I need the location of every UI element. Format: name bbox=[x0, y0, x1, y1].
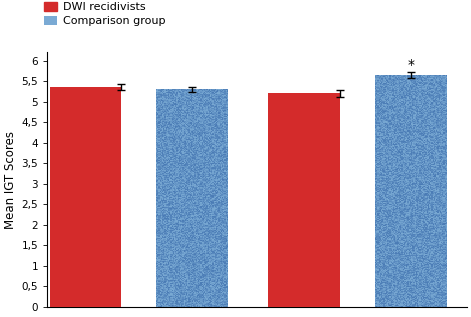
Text: *: * bbox=[407, 58, 414, 72]
Legend: DWI recidivists, Comparison group: DWI recidivists, Comparison group bbox=[44, 2, 165, 26]
Y-axis label: Mean IGT Scores: Mean IGT Scores bbox=[4, 131, 17, 229]
Bar bbox=[268, 94, 340, 307]
Bar bbox=[49, 87, 121, 307]
